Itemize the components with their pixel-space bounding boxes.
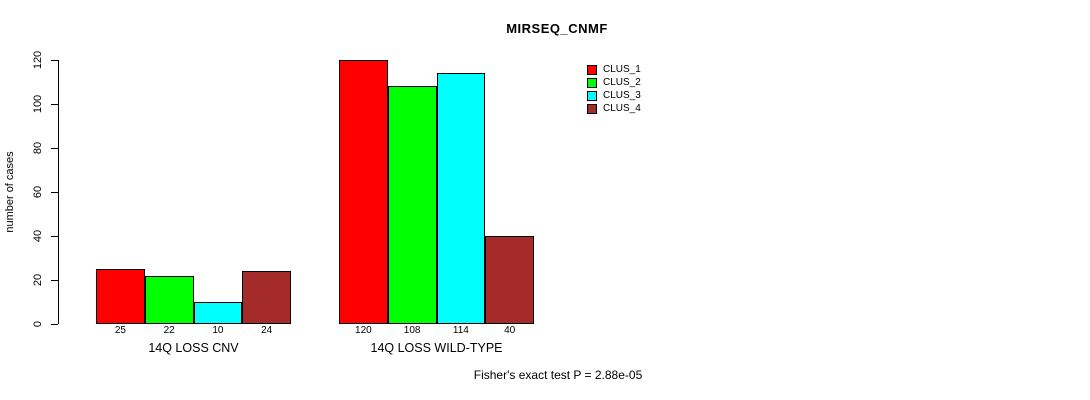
y-tick-label: 120 (32, 50, 44, 70)
y-tick-mark (51, 324, 58, 325)
bar-value-label: 25 (114, 325, 126, 336)
legend-label: CLUS_2 (603, 77, 641, 88)
y-axis-title: number of cases (4, 151, 16, 233)
bar-clus_1-group1 (96, 269, 145, 324)
bar-value-label: 22 (163, 325, 175, 336)
y-axis-line (58, 60, 59, 324)
bar-value-label: 120 (355, 325, 372, 336)
category-label: 14Q LOSS WILD-TYPE (370, 341, 503, 355)
bar-clus_1-group2 (339, 60, 388, 324)
y-tick-label: 0 (32, 320, 44, 328)
legend-label: CLUS_1 (603, 64, 641, 75)
legend-swatch-icon (587, 103, 597, 114)
bar-value-label: 114 (452, 325, 469, 336)
category-label: 14Q LOSS CNV (148, 341, 239, 355)
bar-value-label: 24 (261, 325, 273, 336)
bar-clus_4-group2 (485, 236, 534, 324)
chart-title: MIRSEQ_CNMF (506, 21, 608, 36)
legend-row: CLUS_4 (587, 102, 641, 115)
legend-swatch-icon (587, 90, 597, 101)
y-tick-mark (51, 60, 58, 61)
legend-row: CLUS_2 (587, 76, 641, 89)
y-tick-mark (51, 104, 58, 105)
y-tick-label: 60 (32, 185, 44, 199)
y-tick-mark (51, 280, 58, 281)
legend-swatch-icon (587, 77, 597, 88)
bar-clus_3-group2 (436, 73, 486, 324)
bar-clus_4-group1 (242, 271, 291, 324)
y-tick-mark (51, 192, 58, 193)
stat-test-annotation: Fisher's exact test P = 2.88e-05 (473, 368, 643, 382)
bar-clus_3-group1 (193, 302, 243, 324)
bar-clus_2-group2 (387, 86, 437, 324)
y-tick-label: 20 (32, 273, 44, 287)
bar-clus_2-group1 (144, 275, 194, 324)
legend-label: CLUS_3 (603, 90, 641, 101)
bar-value-label: 108 (403, 325, 421, 336)
y-tick-label: 100 (32, 94, 44, 114)
bar-value-label: 40 (504, 325, 516, 336)
bar-value-label: 10 (212, 325, 224, 336)
y-tick-label: 40 (32, 229, 44, 243)
y-tick-mark (51, 148, 58, 149)
legend-swatch-icon (587, 64, 597, 75)
chart-legend: CLUS_1 CLUS_2 CLUS_3 CLUS_4 (587, 63, 641, 115)
y-tick-label: 80 (32, 141, 44, 155)
legend-label: CLUS_4 (603, 103, 641, 114)
y-tick-mark (51, 236, 58, 237)
legend-row: CLUS_3 (587, 89, 641, 102)
legend-row: CLUS_1 (587, 63, 641, 76)
